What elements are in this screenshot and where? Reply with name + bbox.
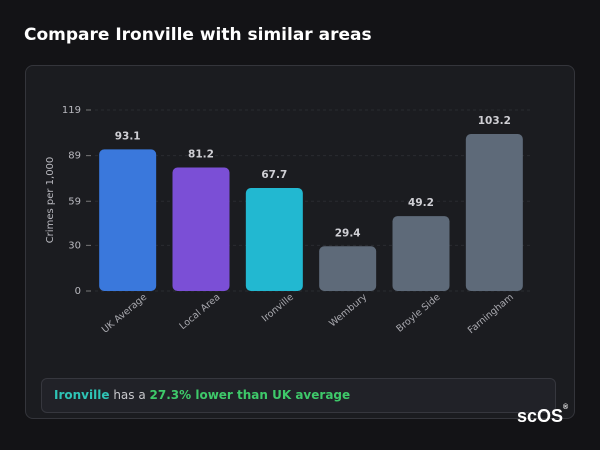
y-tick-label: 119 xyxy=(62,105,81,116)
logo-text: scOS xyxy=(517,406,564,426)
value-label: 81.2 xyxy=(188,148,214,160)
x-tick-label: Farningham xyxy=(466,292,516,336)
bar xyxy=(245,188,303,291)
x-tick-label: Broyle Side xyxy=(394,292,442,335)
bar xyxy=(465,134,523,291)
bar xyxy=(172,167,230,291)
summary-area: Ironville xyxy=(54,388,110,402)
value-label: 29.4 xyxy=(335,227,361,239)
x-tick-label: Wembury xyxy=(327,292,369,330)
logo-mark: ® xyxy=(563,404,569,411)
y-tick-label: 30 xyxy=(68,240,81,251)
summary-box: Ironville has a 27.3% lower than UK aver… xyxy=(41,378,556,413)
y-tick-label: 59 xyxy=(68,196,81,207)
summary-text: has a xyxy=(113,388,146,402)
x-tick-label: Local Area xyxy=(178,292,223,332)
x-tick-label: Ironville xyxy=(260,292,296,325)
page-title: Compare Ironville with similar areas xyxy=(24,25,372,45)
value-label: 93.1 xyxy=(115,130,141,142)
y-axis-label: Crimes per 1,000 xyxy=(45,157,56,244)
summary-highlight: 27.3% lower than UK average xyxy=(149,388,351,402)
value-label: 103.2 xyxy=(478,115,511,127)
logo: scOS® xyxy=(517,404,569,427)
x-tick-label: UK Average xyxy=(100,292,149,336)
y-tick-label: 89 xyxy=(68,151,81,162)
value-label: 67.7 xyxy=(261,169,287,181)
bar xyxy=(99,149,157,291)
y-tick-label: 0 xyxy=(75,286,81,297)
bar xyxy=(392,216,450,291)
bar xyxy=(319,246,377,291)
value-label: 49.2 xyxy=(408,197,434,209)
